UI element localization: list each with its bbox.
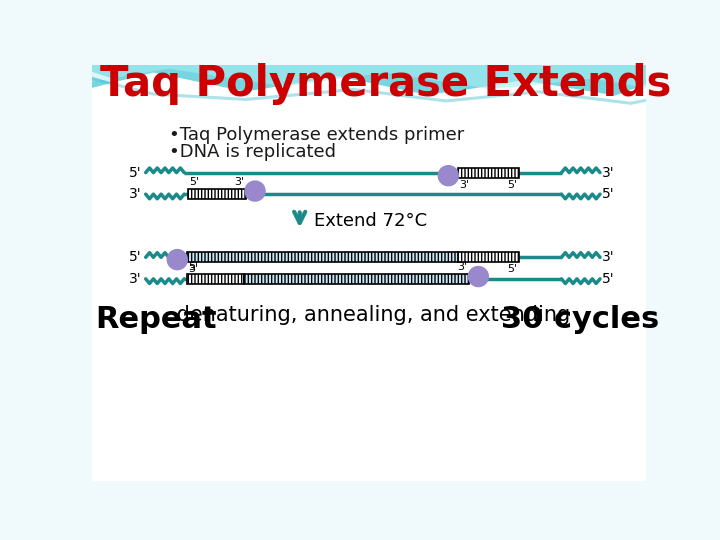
Polygon shape: [92, 77, 647, 105]
Text: •DNA is replicated: •DNA is replicated: [168, 143, 336, 161]
Text: 5': 5': [129, 251, 142, 264]
Text: 3': 3': [129, 187, 142, 201]
Text: 3': 3': [603, 251, 615, 264]
Circle shape: [468, 267, 488, 287]
Text: Repeat: Repeat: [96, 305, 217, 334]
Text: 30 cycles: 30 cycles: [501, 305, 660, 334]
Text: 3': 3': [188, 264, 198, 274]
Text: Taq Polymerase Extends: Taq Polymerase Extends: [99, 63, 671, 105]
Text: •Taq Polymerase extends primer: •Taq Polymerase extends primer: [168, 126, 464, 144]
Text: 5': 5': [508, 264, 518, 274]
Text: 3': 3': [234, 177, 244, 187]
Text: 3': 3': [457, 262, 467, 272]
Bar: [186, 274, 244, 284]
Text: 3': 3': [129, 272, 142, 286]
Bar: [244, 274, 469, 284]
Text: 3': 3': [459, 179, 469, 190]
Text: Extend 72°C: Extend 72°C: [314, 212, 427, 230]
Text: 5': 5': [129, 166, 142, 180]
Bar: [457, 167, 519, 178]
Circle shape: [438, 166, 459, 186]
Text: 5': 5': [603, 272, 615, 286]
Text: 3': 3': [603, 166, 615, 180]
Polygon shape: [92, 65, 647, 96]
Bar: [457, 252, 519, 262]
Text: 5': 5': [189, 177, 199, 187]
Text: denaturing, annealing, and extending: denaturing, annealing, and extending: [171, 305, 577, 325]
Circle shape: [167, 249, 187, 269]
Text: 5': 5': [188, 262, 198, 272]
Text: 5': 5': [508, 179, 518, 190]
Polygon shape: [92, 65, 647, 90]
Polygon shape: [92, 72, 647, 103]
Bar: [186, 252, 457, 262]
Text: 5': 5': [603, 187, 615, 201]
Circle shape: [245, 181, 265, 201]
Bar: [188, 189, 246, 199]
